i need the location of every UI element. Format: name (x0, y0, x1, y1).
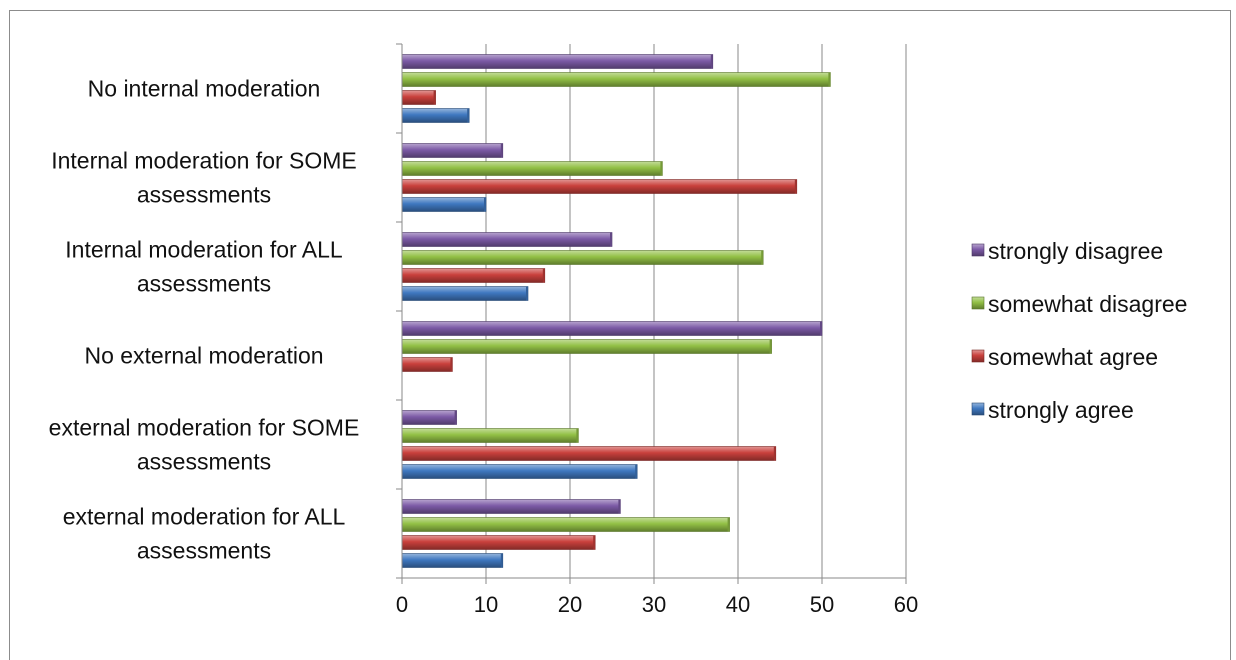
bar-end-cap (500, 553, 503, 568)
bar-end-cap (618, 499, 621, 514)
bar-end-cap (794, 179, 797, 194)
bar-end-cap (454, 410, 457, 425)
category-label-internal-moderation-for-some-assessments: Internal moderation for SOME assessments (51, 148, 357, 208)
x-tick-label-60: 60 (894, 592, 918, 617)
bar-somewhat-disagree-no-external-moderation (401, 339, 772, 354)
bar-somewhat-agree-external-moderation-for-some-assessments (401, 446, 777, 461)
legend-label-somewhat-disagree: somewhat disagree (988, 291, 1187, 317)
legend-item-strongly-disagree: strongly disagree (971, 238, 1163, 264)
legend-item-strongly-agree: strongly agree (971, 397, 1134, 423)
x-tick-label-50: 50 (810, 592, 834, 617)
legend-item-somewhat-disagree: somewhat disagree (971, 291, 1187, 317)
bar-end-cap (773, 446, 776, 461)
legend: strongly disagree somewhat disagree somewh… (971, 238, 1187, 423)
legend-label-somewhat-agree: somewhat agree (988, 344, 1158, 370)
bar-strongly-agree-internal-moderation-for-some-assessments (401, 197, 487, 212)
bar-strongly-disagree-external-moderation-for-some-assessments (401, 410, 457, 425)
bar-end-cap (710, 54, 713, 69)
bar-somewhat-agree-external-moderation-for-all-assessments (401, 535, 596, 550)
x-tick-label-40: 40 (726, 592, 750, 617)
bar-end-cap (769, 339, 772, 354)
legend-swatch-strongly-disagree (971, 243, 985, 257)
bar-strongly-disagree-external-moderation-for-all-assessments (401, 499, 621, 514)
bar-somewhat-disagree-external-moderation-for-all-assessments (401, 517, 730, 532)
legend-swatch-somewhat-disagree (971, 296, 985, 310)
bar-end-cap (433, 90, 436, 105)
bar-end-cap (500, 143, 503, 158)
bar-somewhat-disagree-no-internal-moderation (401, 72, 831, 87)
x-tick-label-10: 10 (474, 592, 498, 617)
x-tick-label-30: 30 (642, 592, 666, 617)
gridlines (485, 44, 907, 578)
category-label-external-moderation-for-some-assessments: external moderation for SOME assessments (49, 415, 360, 475)
bar-somewhat-agree-internal-moderation-for-some-assessments (401, 179, 798, 194)
bar-strongly-agree-no-internal-moderation (401, 108, 470, 123)
bar-end-cap (828, 72, 831, 87)
bar-strongly-agree-external-moderation-for-some-assessments (401, 464, 638, 479)
bar-end-cap (484, 197, 486, 212)
bar-end-cap (761, 250, 764, 265)
bar-end-cap (610, 232, 612, 247)
bars (401, 54, 831, 568)
category-labels: No internal moderation Internal moderatio… (49, 76, 360, 564)
bar-strongly-agree-internal-moderation-for-all-assessments (401, 286, 529, 301)
bar-end-cap (727, 517, 730, 532)
bar-end-cap (526, 286, 528, 301)
axes (396, 43, 907, 584)
category-label-external-moderation-for-all-assessments: external moderation for ALL assessments (63, 504, 346, 564)
legend-item-somewhat-agree: somewhat agree (971, 344, 1158, 370)
bar-strongly-disagree-internal-moderation-for-some-assessments (401, 143, 504, 158)
legend-swatch-strongly-agree (971, 402, 985, 416)
category-label-no-external-moderation: No external moderation (84, 343, 323, 369)
bar-end-cap (635, 464, 638, 479)
bar-end-cap (593, 535, 596, 550)
bar-somewhat-disagree-external-moderation-for-some-assessments (401, 428, 579, 443)
bar-end-cap (576, 428, 579, 443)
bar-strongly-disagree-no-internal-moderation (401, 54, 714, 69)
bar-chart: No internal moderation Internal moderatio… (49, 43, 1187, 617)
bar-somewhat-agree-no-external-moderation (401, 357, 453, 372)
x-tick-label-0: 0 (396, 592, 408, 617)
bar-strongly-agree-external-moderation-for-all-assessments (401, 553, 504, 568)
bar-end-cap (450, 357, 453, 372)
category-label-no-internal-moderation: No internal moderation (88, 76, 321, 102)
tick-labels: 0 10 20 30 40 50 60 (396, 592, 918, 617)
bar-somewhat-disagree-internal-moderation-for-all-assessments (401, 250, 764, 265)
bar-strongly-disagree-no-external-moderation (401, 321, 823, 336)
bar-end-cap (542, 268, 545, 283)
bar-strongly-disagree-internal-moderation-for-all-assessments (401, 232, 613, 247)
bar-end-cap (660, 161, 663, 176)
bar-end-cap (467, 108, 470, 123)
bar-somewhat-disagree-internal-moderation-for-some-assessments (401, 161, 663, 176)
bar-end-cap (820, 321, 822, 336)
bar-somewhat-agree-no-internal-moderation (401, 90, 436, 105)
bar-somewhat-agree-internal-moderation-for-all-assessments (401, 268, 546, 283)
legend-swatch-somewhat-agree (971, 349, 985, 363)
legend-label-strongly-agree: strongly agree (988, 397, 1134, 423)
x-tick-label-20: 20 (558, 592, 582, 617)
legend-label-strongly-disagree: strongly disagree (988, 238, 1163, 264)
category-label-internal-moderation-for-all-assessments: Internal moderation for ALL assessments (65, 237, 343, 297)
